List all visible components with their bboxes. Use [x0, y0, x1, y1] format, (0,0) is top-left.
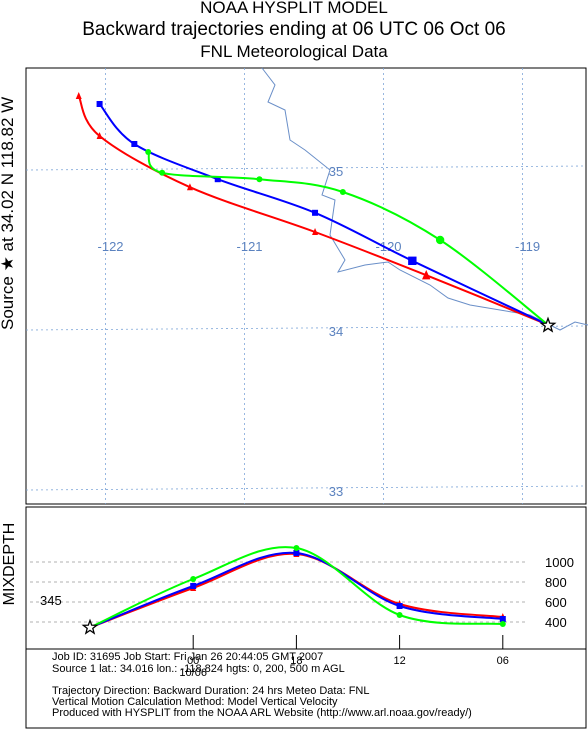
mixdepth-marker — [293, 550, 300, 556]
time-tick-label: 06 — [497, 655, 509, 667]
mixdepth-tick-label: 800 — [545, 575, 567, 590]
lat-tick-label: 35 — [329, 164, 343, 179]
trajectory-marker — [422, 270, 431, 280]
trajectory-marker — [312, 228, 319, 235]
trajectory-marker — [312, 209, 319, 216]
trajectory-marker — [145, 149, 152, 155]
trajectory-marker — [75, 92, 82, 99]
lon-tick-label: -121 — [237, 239, 263, 254]
map-frame — [25, 67, 587, 505]
mixdepth-source-star — [81, 618, 99, 635]
trajectory-marker — [96, 101, 103, 107]
trajectory-marker — [96, 132, 103, 139]
mixdepth-marker — [396, 612, 403, 618]
trajectory-marker — [159, 169, 166, 176]
lat-gridline — [25, 325, 587, 331]
footer-direction-line: Trajectory Direction: Backward Duration:… — [52, 685, 370, 697]
mixdepth-line — [89, 546, 503, 629]
source-star — [539, 316, 557, 333]
footer-source-line: Source 1 lat.: 34.016 lon.: -118.824 hgt… — [52, 663, 345, 675]
date-label: 10/06 — [179, 667, 207, 679]
mixdepth-tick-label: 400 — [545, 615, 567, 630]
trajectory-line — [98, 103, 549, 326]
title-line-3: FNL Meteorological Data — [200, 42, 388, 61]
trajectory-marker — [435, 235, 445, 245]
trajectory-marker — [131, 141, 138, 147]
footer-frame — [25, 648, 587, 729]
lon-tick-label: -119 — [515, 239, 540, 254]
trajectory-marker — [256, 176, 263, 183]
trajectory-marker — [186, 183, 193, 191]
time-tick-label: 18 — [290, 655, 302, 667]
footer-produced-line: Produced with HYSPLIT from the NOAA ARL … — [52, 707, 472, 719]
title-line-2: Backward trajectories ending at 06 UTC 0… — [82, 19, 506, 40]
mixdepth-tick-label: 600 — [545, 595, 567, 610]
time-tick-label: 00 — [187, 655, 199, 667]
lon-tick-label: -120 — [376, 239, 402, 254]
trajectory-marker — [214, 176, 221, 183]
lat-tick-label: 33 — [329, 484, 343, 499]
mixdepth-marker — [190, 576, 197, 582]
footer-vertical-line: Vertical Motion Calculation Method: Mode… — [52, 696, 338, 708]
mixdepth-tick-label: 1000 — [545, 555, 574, 570]
trajectory-marker — [339, 189, 346, 195]
mixdepth-marker — [396, 603, 403, 609]
mixdepth-line — [89, 551, 503, 629]
coastline — [261, 67, 588, 331]
mixdepth-marker — [293, 545, 300, 551]
trajectory-marker — [408, 256, 417, 265]
mixdepth-marker — [499, 616, 506, 622]
mixdepth-marker — [499, 621, 506, 627]
lon-tick-label: -122 — [98, 239, 124, 254]
mixdepth-line — [89, 552, 503, 629]
lat-tick-label: 34 — [329, 324, 343, 339]
lat-gridline — [25, 165, 587, 171]
mixdepth-marker — [190, 583, 197, 589]
mixdepth-frame — [25, 506, 587, 650]
title-line-1: NOAA HYSPLIT MODEL — [200, 0, 388, 17]
trajectory-line — [147, 151, 549, 326]
start-value-label: 345 — [40, 593, 62, 608]
lat-gridline — [25, 485, 587, 491]
footer-job-line: Job ID: 31695 Job Start: Fri Jan 26 20:4… — [52, 651, 324, 663]
time-tick-label: 12 — [393, 655, 405, 667]
